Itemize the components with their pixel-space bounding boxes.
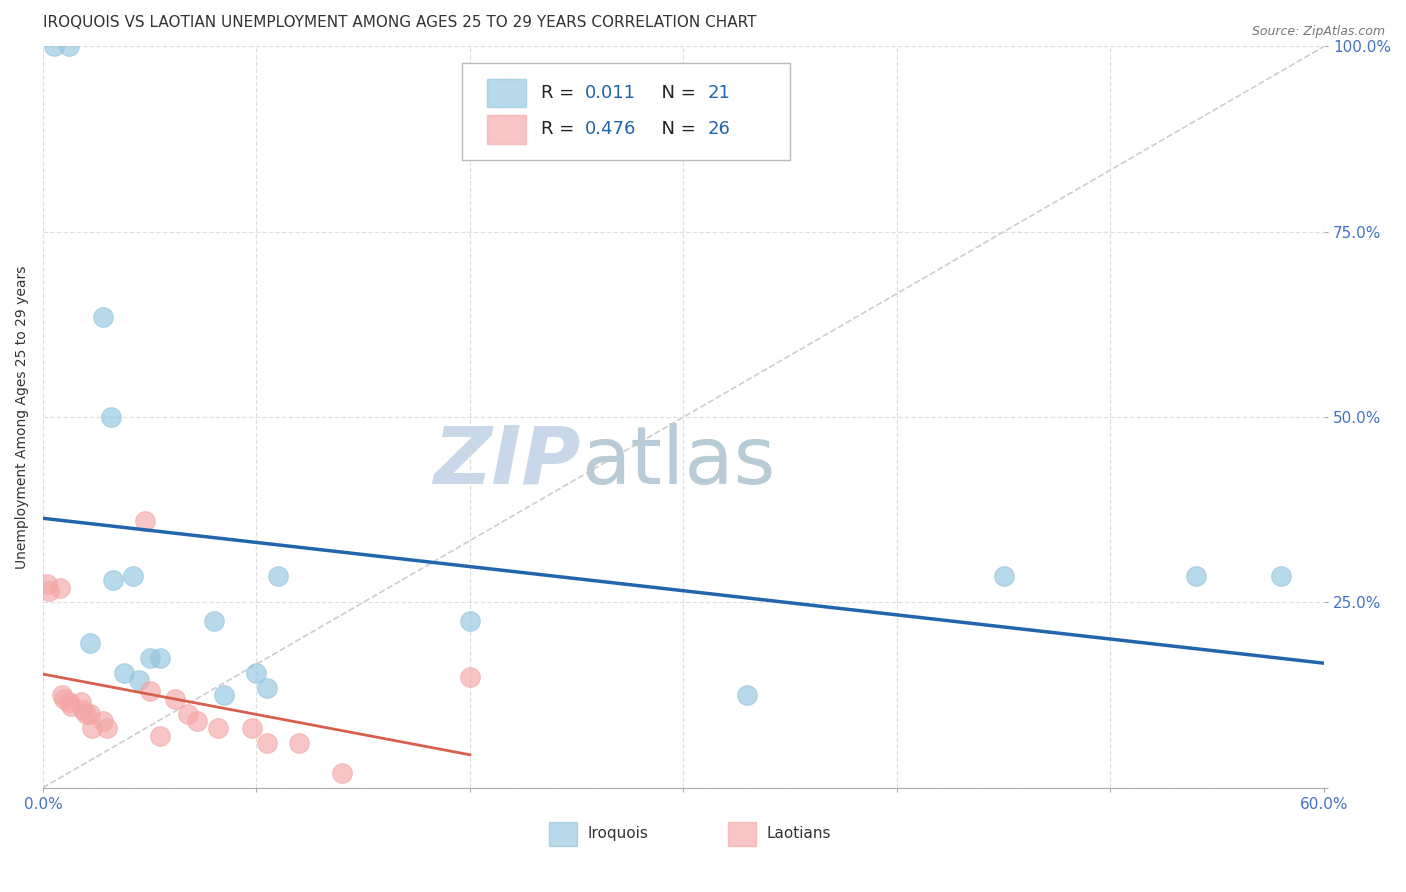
Point	[458, 669, 481, 683]
Point	[1270, 569, 1292, 583]
Point	[267, 569, 290, 583]
Text: Laotians: Laotians	[766, 826, 831, 841]
Text: R =: R =	[541, 84, 581, 103]
Text: 21: 21	[707, 84, 731, 103]
Text: R =: R =	[541, 120, 581, 138]
Point	[993, 569, 1015, 583]
Point	[75, 706, 97, 721]
Point	[79, 706, 101, 721]
Text: 0.011: 0.011	[585, 84, 636, 103]
Text: ZIP: ZIP	[433, 423, 581, 500]
Point	[256, 681, 278, 695]
Point	[80, 722, 103, 736]
Point	[38, 584, 60, 599]
Text: Source: ZipAtlas.com: Source: ZipAtlas.com	[1251, 25, 1385, 38]
Point	[256, 736, 278, 750]
FancyBboxPatch shape	[728, 822, 756, 846]
Point	[59, 699, 82, 714]
Text: atlas: atlas	[581, 423, 775, 500]
Text: Iroquois: Iroquois	[588, 826, 648, 841]
Point	[79, 636, 101, 650]
Text: 0.476: 0.476	[585, 120, 636, 138]
Point	[165, 691, 187, 706]
Point	[49, 581, 72, 595]
Point	[186, 714, 208, 728]
Y-axis label: Unemployment Among Ages 25 to 29 years: Unemployment Among Ages 25 to 29 years	[15, 266, 30, 569]
Text: IROQUOIS VS LAOTIAN UNEMPLOYMENT AMONG AGES 25 TO 29 YEARS CORRELATION CHART: IROQUOIS VS LAOTIAN UNEMPLOYMENT AMONG A…	[44, 15, 756, 30]
Point	[177, 706, 200, 721]
Point	[245, 665, 267, 680]
FancyBboxPatch shape	[548, 822, 576, 846]
Point	[72, 703, 94, 717]
Point	[37, 577, 59, 591]
Point	[458, 614, 481, 628]
Point	[202, 614, 225, 628]
Point	[288, 736, 311, 750]
Point	[330, 766, 353, 780]
FancyBboxPatch shape	[488, 115, 526, 144]
Point	[91, 714, 114, 728]
Point	[207, 722, 229, 736]
Point	[100, 410, 122, 425]
FancyBboxPatch shape	[461, 62, 790, 160]
Text: N =: N =	[650, 120, 702, 138]
Point	[138, 684, 160, 698]
Point	[737, 688, 759, 702]
Point	[214, 688, 236, 702]
Point	[112, 665, 135, 680]
Point	[51, 688, 73, 702]
Point	[1185, 569, 1208, 583]
Point	[42, 39, 65, 54]
Point	[128, 673, 150, 688]
Point	[70, 696, 93, 710]
Point	[58, 39, 80, 54]
Point	[91, 310, 114, 324]
Point	[96, 722, 118, 736]
Point	[138, 651, 160, 665]
FancyBboxPatch shape	[488, 79, 526, 107]
Point	[53, 691, 76, 706]
Point	[240, 722, 263, 736]
Point	[58, 696, 80, 710]
Point	[134, 514, 156, 528]
Point	[121, 569, 143, 583]
Text: 26: 26	[707, 120, 731, 138]
Point	[149, 729, 172, 743]
Point	[149, 651, 172, 665]
Text: N =: N =	[650, 84, 702, 103]
Point	[103, 573, 125, 587]
